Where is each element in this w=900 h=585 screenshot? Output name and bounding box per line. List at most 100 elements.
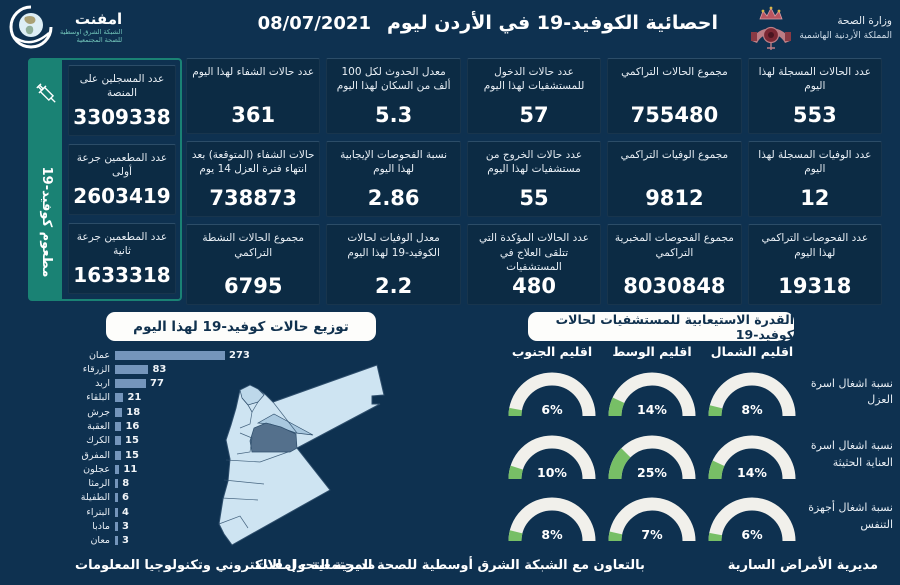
gauge: 10% [505,426,599,484]
bar-row: الرمثا 8 [58,478,268,490]
page-title-group: احصائية الكوفيد-19 في الأردن ليوم 08/07/… [258,12,718,34]
bar-row: البتراء 4 [58,506,268,518]
ministry-name: وزارة الصحة [837,15,892,28]
bar-value: 6 [122,492,129,504]
gauge: 6% [705,488,799,546]
gauge-value: 7% [641,527,663,542]
stat-card-label: عدد المطعمين جرعة أولى [76,152,168,179]
bar-label: المفرق [81,449,110,461]
stat-card: عدد الحالات المؤكدة التي تتلقى العلاج في… [466,224,602,305]
gauge-value: 14% [737,465,767,480]
bar-label: العقبة [87,420,110,432]
stat-card-label: مجموع الوفيات التراكمي [620,149,729,162]
emphnet-line2: للصحة المجتمعية [76,36,123,45]
ministry-kingdom: المملكة الأردنية الهاشمية [799,31,892,42]
vaccination-cards: عدد المسجلين على المنصة 3309338 عدد المطعم… [68,65,176,294]
bar-value: 3 [122,521,129,533]
stat-card: حالات الشفاء (المتوقعة) بعد انتهاء فترة … [186,141,321,218]
bar-label: الزرقاء [82,363,110,375]
gauge-arc: 25% [608,435,696,480]
region-header: اقليم الجنوب [511,344,593,360]
stat-card-value: 55 [519,186,549,211]
bar [115,464,120,474]
stat-card: عدد المسجلين على المنصة 3309338 [68,65,176,136]
bar-label: معان [90,535,110,547]
stat-card: عدد حالات الدخول للمستشفيات لهذا اليوم 57 [466,58,602,135]
gauge-value: 10% [537,465,567,480]
stat-card-value: 5.3 [375,103,413,128]
stat-card-label: مجموع الحالات النشطة التراكمي [202,232,305,259]
bar [115,379,147,389]
bar [115,421,122,431]
bar-row: اربد 77 [58,378,268,390]
stat-card-label: حالات الشفاء (المتوقعة) بعد انتهاء فترة … [191,149,315,176]
gauge-arc: 8% [708,372,796,417]
bar [115,450,122,460]
bar-value: 273 [229,349,250,361]
vaccination-vertical-label: مطعوم كوفيد-19 [39,166,54,278]
gauge: 8% [705,363,799,421]
footer-left: مديرية التحول الالكتروني وتكنولوجيا المع… [75,558,376,573]
map-region-amman [249,422,298,453]
bar-label: جرش [87,406,110,418]
bar-label: الطفيلة [80,492,110,504]
stat-card-label: نسبة الفحوصات الإيجابية لهذا اليوم [340,149,448,176]
bar-row: معان 3 [58,535,268,547]
bar [115,479,119,489]
gauges-grid: اقليم الشمال اقليم الوسط اقليم الجنوب نسبة … [505,344,897,546]
bar [115,436,122,446]
stat-card-label: معدل الحدوث لكل 100 ألف من السكان لهذا ا… [336,66,451,93]
bar-value: 83 [152,363,167,375]
gauge-arc: 6% [708,497,796,542]
bar-value: 21 [127,392,142,404]
bar [115,493,118,503]
stat-card-value: 57 [519,103,549,128]
bar [115,364,149,374]
gauge: 6% [505,363,599,421]
footer-center: بالتعاون مع الشبكة الشرق أوسطية للصحة ال… [255,558,645,573]
stat-card: عدد الفحوصات التراكمي لهذا اليوم 19318 [747,224,882,305]
bar-value: 15 [125,449,139,461]
gauge: 25% [605,426,699,484]
gauge-row-label: نسبة اشغال اسرة العناية الحثيثة [810,439,893,469]
distribution-section-title: توزيع حالات كوفيد-19 لهذا اليوم [106,312,376,341]
report-date: 08/07/2021 [257,12,371,34]
stat-card: نسبة الفحوصات الإيجابية لهذا اليوم 2.86 [326,141,461,218]
stat-card-value: 9812 [645,186,704,211]
bar-value: 3 [122,535,129,547]
page-title: احصائية الكوفيد-19 في الأردن ليوم [386,12,718,34]
region-header: اقليم الشمال [710,344,794,360]
bar-row: جرش 18 [58,406,268,418]
stat-card-value: 8030848 [623,274,726,298]
stat-card-label: عدد المطعمين جرعة ثانية [76,231,168,258]
stat-card-value: 19318 [778,274,852,298]
bar-value: 16 [125,420,140,432]
bar-row: الطفيلة 6 [58,492,268,504]
emphnet-globe-icon [9,5,53,49]
stat-card-label: عدد الحالات المسجلة لهذا اليوم [758,66,871,93]
stat-card: عدد حالات الخروج من مستشفيات لهذا اليوم 5… [466,141,602,218]
bar-row: عمان 273 [58,349,268,361]
gauge-arc: 6% [508,372,596,417]
stat-card-value: 2603419 [73,184,171,208]
stat-card-value: 553 [792,103,837,128]
bar-row: المفرق 15 [58,449,268,461]
bar-row: عجلون 11 [58,463,268,475]
footer: مديرية الأمراض السارية بالتعاون مع الشبك… [0,547,900,585]
bar-label: الرمثا [88,478,110,490]
capacity-section-title: القدرة الاستيعابية للمستشفيات لحالات كوف… [528,312,794,342]
gauge-value: 14% [637,402,667,417]
bar [115,507,118,517]
bar-row: البلقاء 21 [58,392,268,404]
stats-grid: عدد الحالات المسجلة لهذا اليوم 553 مجموع ا… [186,58,882,305]
bar [115,350,225,360]
gauge-row-label: نسبة اشغال اسرة العزل [810,376,893,407]
bar [115,407,123,417]
gauge-row-label: نسبة اشغال أجهزة التنفس [808,501,893,531]
bar-row: العقبة 16 [58,420,268,432]
bar-label: البلقاء [86,392,110,404]
bar-value: 77 [150,378,164,390]
stat-card: عدد الحالات المسجلة لهذا اليوم 553 [747,58,882,135]
stat-card-value: 2.2 [375,274,413,298]
